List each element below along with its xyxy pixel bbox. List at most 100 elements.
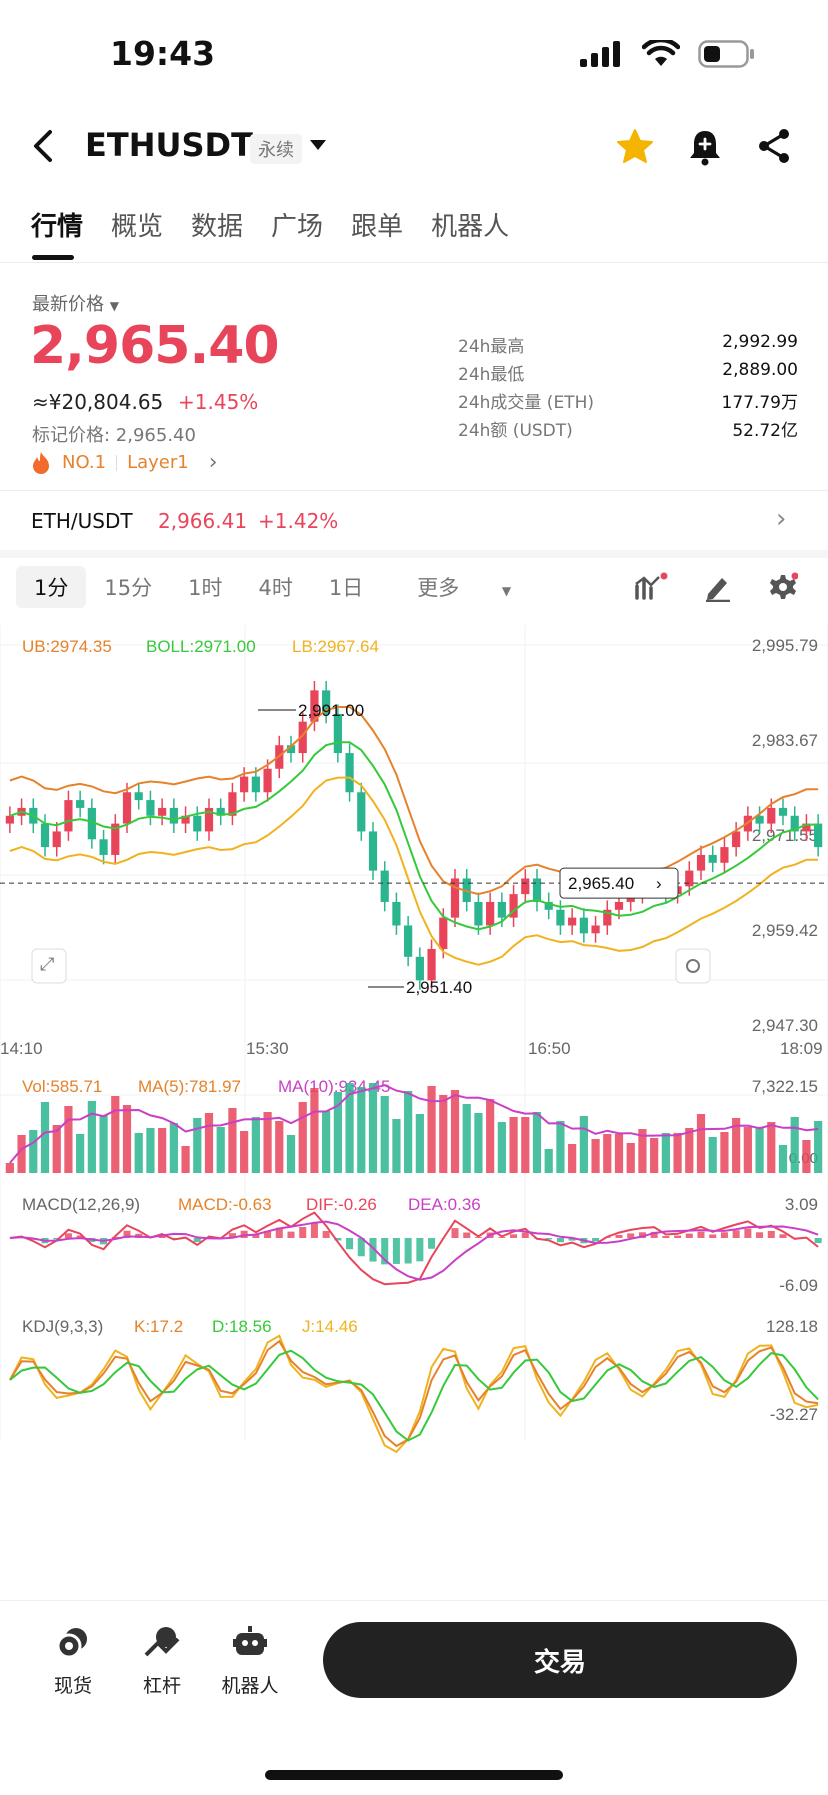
- macd-histogram-bar: [369, 1238, 377, 1262]
- tab-data[interactable]: 数据: [191, 212, 244, 242]
- eye-toggle-icon: [675, 948, 711, 984]
- macd-histogram-bar: [592, 1238, 600, 1242]
- stats-panel: 24h最高 2,992.99 24h最低 2,889.00 24h成交量 (ETH)…: [458, 332, 798, 444]
- volume-bar: [29, 1130, 38, 1173]
- current-price-tag: [559, 867, 679, 899]
- volume-bar: [638, 1129, 647, 1173]
- legend-dif: DIF:-0.26: [306, 1195, 377, 1214]
- macd-histogram-bar: [756, 1232, 764, 1238]
- candle-body: [345, 753, 354, 793]
- spot-pair-price: 2,966.41: [158, 509, 248, 533]
- macd-histogram-bar: [627, 1233, 635, 1238]
- stat-value: 177.79万: [721, 393, 798, 413]
- indicators-icon[interactable]: [634, 572, 668, 602]
- macd-histogram-bar: [779, 1234, 787, 1238]
- price-alert-icon[interactable]: [688, 128, 722, 166]
- category-tag[interactable]: Layer1: [127, 452, 189, 473]
- macd-histogram-bar: [767, 1230, 775, 1238]
- legend-d: D:18.56: [212, 1317, 272, 1336]
- candle-body: [708, 854, 717, 863]
- volume-bar: [474, 1113, 483, 1173]
- volume-bar: [626, 1143, 635, 1173]
- macd-histogram-bar: [392, 1238, 400, 1264]
- settings-icon[interactable]: [768, 572, 798, 602]
- volume-bar: [204, 1113, 214, 1173]
- last-price-label[interactable]: 最新价格 ▼: [32, 294, 119, 315]
- spot-pair-name[interactable]: ETH/USDT: [31, 509, 133, 533]
- interval-15m[interactable]: 15分: [104, 576, 153, 600]
- candle-body: [134, 792, 143, 801]
- rank-tag[interactable]: NO.1: [62, 452, 107, 473]
- legend-k: K:17.2: [134, 1317, 183, 1336]
- chevron-right-icon[interactable]: ›: [208, 450, 218, 475]
- macd-histogram-bar: [299, 1227, 307, 1238]
- kline-chart[interactable]: UB:2974.35 BOLL:2971.00 LB:2967.64 2,995.79…: [0, 625, 828, 1600]
- boll-mid-line: [9, 741, 819, 931]
- trade-button[interactable]: 交易: [323, 1622, 797, 1698]
- bot-button[interactable]: 机器人: [210, 1625, 290, 1698]
- star-icon[interactable]: [616, 128, 654, 164]
- volume-bar: [743, 1127, 752, 1173]
- legend-macd-name: MACD(12,26,9): [22, 1195, 140, 1214]
- volume-bar: [263, 1112, 272, 1173]
- robot-icon: [233, 1626, 267, 1655]
- candle-body: [732, 831, 741, 848]
- macd-histogram-bar: [158, 1235, 166, 1238]
- tab-copy-trading[interactable]: 跟单: [351, 212, 404, 242]
- volume-bar: [240, 1131, 249, 1173]
- macd-histogram-bar: [334, 1238, 342, 1241]
- candle-body: [790, 815, 799, 832]
- tab-overview[interactable]: 概览: [111, 212, 164, 242]
- draw-icon[interactable]: [704, 572, 732, 602]
- candle-body: [427, 948, 436, 981]
- volume-bar: [158, 1128, 167, 1173]
- margin-icon: [144, 1627, 180, 1657]
- volume-ma-line: [9, 1084, 819, 1164]
- status-icons: [580, 40, 756, 68]
- tags-row[interactable]: NO.1 Layer1 ›: [30, 450, 218, 475]
- interval-more[interactable]: 更多 ▼: [417, 576, 512, 600]
- tab-square[interactable]: 广场: [271, 212, 324, 242]
- mark-price: 标记价格: 2,965.40: [32, 425, 196, 446]
- macd-histogram-bar: [76, 1235, 84, 1238]
- volume-bar: [532, 1112, 542, 1173]
- macd-histogram-bar: [662, 1236, 670, 1238]
- interval-1d[interactable]: 1日: [328, 576, 364, 600]
- fire-icon: [33, 451, 49, 474]
- macd-histogram-bar: [346, 1238, 354, 1250]
- candle-body: [404, 925, 413, 957]
- dea-line: [9, 1220, 819, 1281]
- stat-label: 24h成交量 (ETH): [458, 393, 594, 413]
- candle-body: [310, 690, 319, 722]
- back-icon[interactable]: [28, 128, 58, 164]
- tab-market[interactable]: 行情: [31, 212, 84, 242]
- chevron-right-icon[interactable]: ›: [776, 504, 787, 534]
- candle-body: [415, 956, 424, 981]
- candle-body: [450, 878, 460, 918]
- section-gap: [0, 550, 828, 558]
- candle-body: [474, 901, 483, 926]
- candle-body: [228, 792, 237, 816]
- volume-bar: [122, 1105, 132, 1173]
- contract-type-badge[interactable]: 永续: [250, 134, 302, 164]
- macd-histogram-bar: [697, 1231, 705, 1238]
- candle-body: [591, 925, 600, 934]
- interval-1h[interactable]: 1时: [188, 576, 223, 600]
- kdj-k-line: [9, 1339, 819, 1448]
- margin-label: 杠杆: [142, 1675, 181, 1697]
- macd-histogram-bar: [720, 1232, 728, 1238]
- candle-body: [76, 800, 85, 808]
- interval-4h[interactable]: 4时: [258, 576, 293, 600]
- candle-body: [509, 894, 518, 918]
- candle-body: [251, 776, 260, 793]
- tab-bots[interactable]: 机器人: [431, 212, 510, 242]
- contract-dropdown-icon[interactable]: [310, 140, 326, 150]
- wifi-icon: [642, 40, 680, 66]
- spot-button[interactable]: 现货: [33, 1625, 113, 1698]
- margin-button[interactable]: 杠杆: [122, 1625, 202, 1698]
- macd-histogram-bar: [123, 1230, 131, 1238]
- interval-1m[interactable]: 1分: [16, 566, 87, 608]
- macd-histogram-bar: [615, 1234, 623, 1238]
- macd-histogram-bar: [264, 1230, 272, 1238]
- share-icon[interactable]: [756, 128, 792, 164]
